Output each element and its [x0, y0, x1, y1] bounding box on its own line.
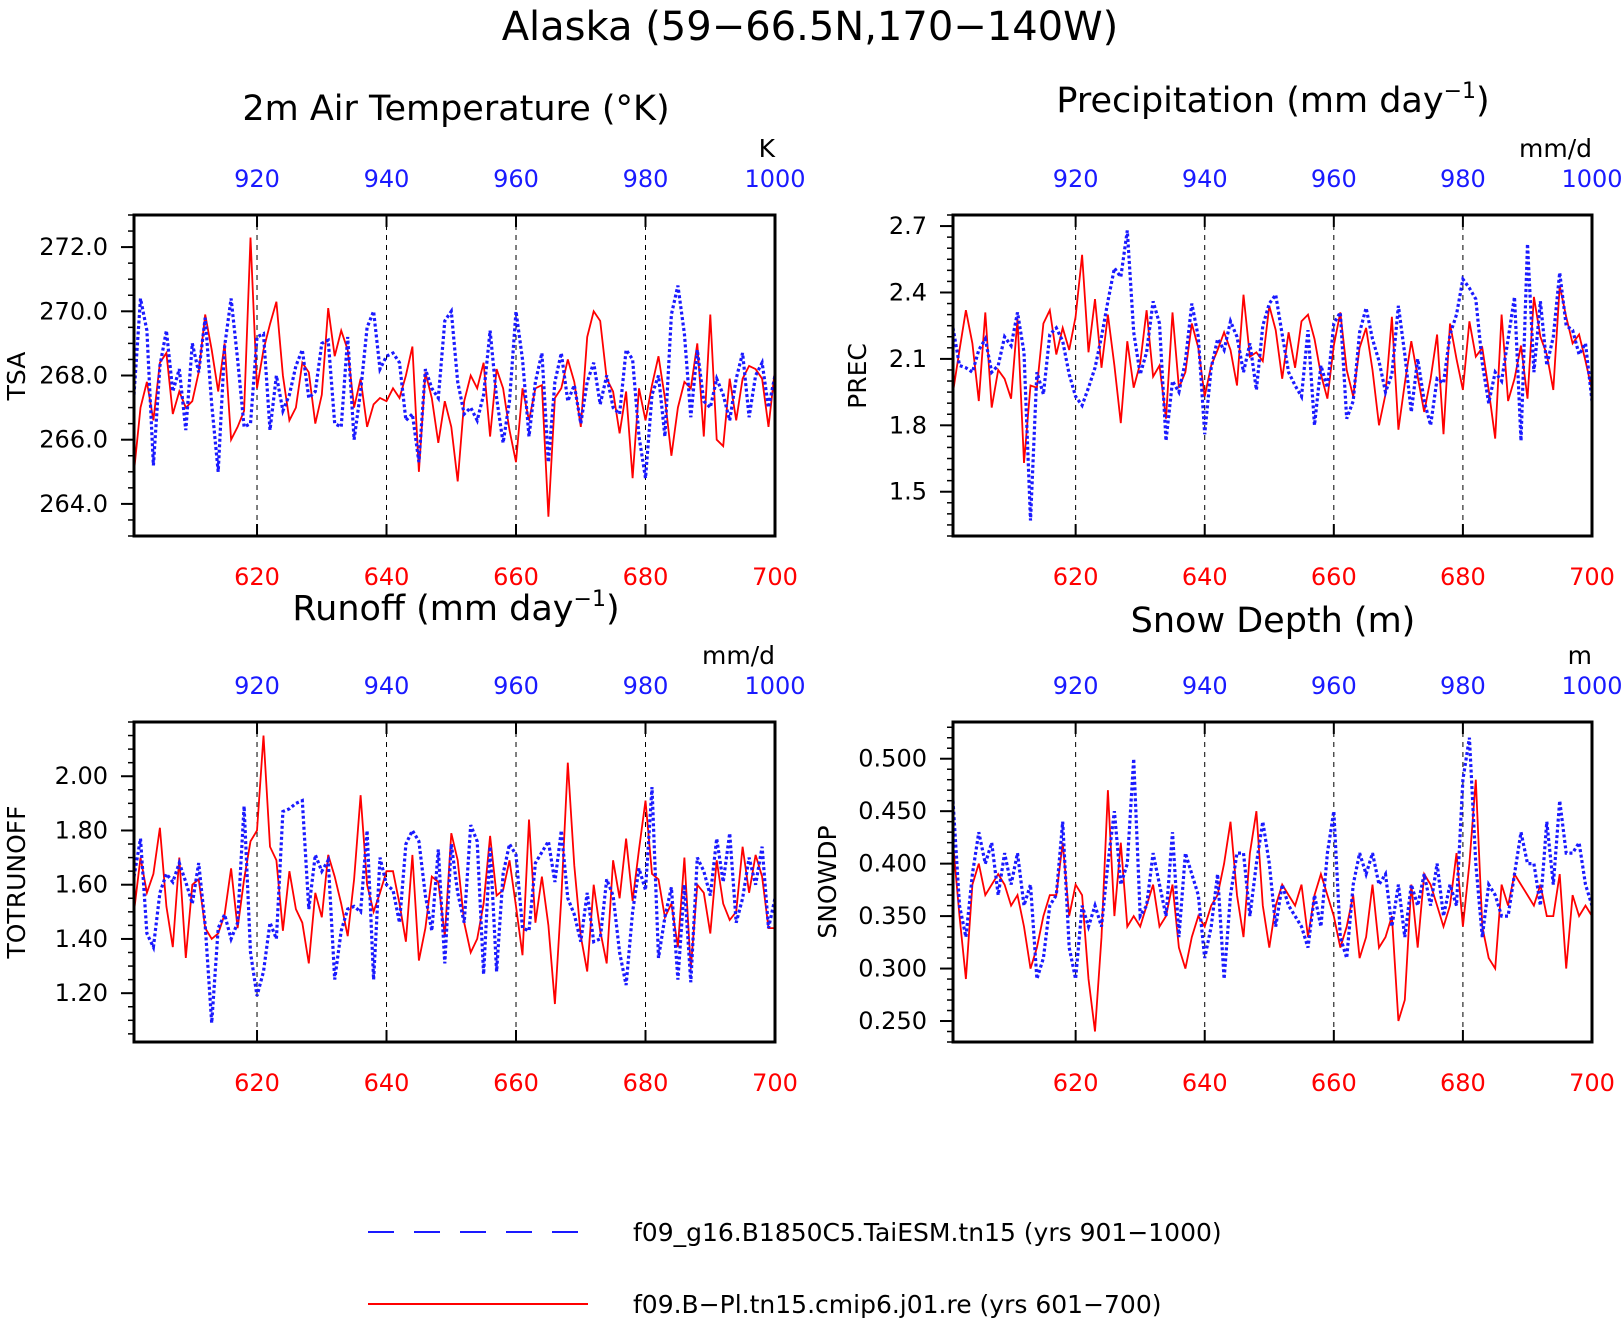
y-tick-label: 1.20 — [55, 979, 108, 1007]
x-tick-label-bottom: 660 — [493, 1069, 539, 1097]
units-label: m — [1568, 641, 1592, 670]
x-tick-label-bottom: 660 — [1311, 563, 1357, 591]
x-tick-label-top: 960 — [493, 672, 539, 700]
y-tick-label: 1.60 — [55, 871, 108, 899]
legend-label-taiesm: f09_g16.B1850C5.TaiESM.tn15 (yrs 901−100… — [633, 1218, 1222, 1247]
panel-title: Runoff (mm day−1) — [292, 587, 619, 629]
y-axis-label: SNOWDP — [813, 825, 842, 938]
y-tick-label: 2.00 — [55, 762, 108, 790]
y-axis-label: TOTRUNOFF — [2, 805, 31, 959]
x-tick-label-top: 980 — [623, 165, 669, 193]
y-tick-label: 264.0 — [39, 490, 108, 518]
x-tick-label-bottom: 660 — [493, 563, 539, 591]
x-tick-label-top: 980 — [623, 672, 669, 700]
y-axis-label: PREC — [843, 343, 872, 409]
panel-air-temperature: 2m Air Temperature (°K) K TSA 620 640 660 680 7… — [2, 89, 806, 591]
panel-title: Precipitation (mm day−1) — [1056, 79, 1489, 121]
x-tick-label-top: 980 — [1440, 165, 1486, 193]
y-axis-label: TSA — [2, 352, 31, 402]
x-tick-label-top: 980 — [1440, 672, 1486, 700]
x-tick-label-top: 940 — [1182, 165, 1228, 193]
panel-title: 2m Air Temperature (°K) — [242, 89, 669, 129]
x-tick-label-bottom: 700 — [1569, 1069, 1615, 1097]
plot-frame — [132, 720, 777, 1044]
panel-title: Snow Depth (m) — [1131, 601, 1416, 641]
series-line-taiesm — [953, 737, 1592, 980]
x-tick-label-bottom: 660 — [1311, 1069, 1357, 1097]
x-tick-label-bottom: 680 — [1440, 563, 1486, 591]
y-tick-label: 1.40 — [55, 925, 108, 953]
y-tick-label: 1.80 — [55, 816, 108, 844]
legend-label-cmip6: f09.B−Pl.tn15.cmip6.j01.re (yrs 601−700) — [633, 1290, 1162, 1319]
x-tick-label-top: 920 — [1053, 165, 1099, 193]
x-tick-label-top: 1000 — [1561, 672, 1621, 700]
y-tick-label: 0.400 — [858, 850, 927, 878]
series-line-cmip6 — [134, 237, 775, 517]
panel-runoff: Runoff (mm day−1) mm/d TOTRUNOFF 620 640 660 6… — [2, 587, 806, 1097]
x-tick-label-bottom: 620 — [234, 1069, 280, 1097]
x-tick-label-top: 960 — [1311, 672, 1357, 700]
y-tick-label: 1.5 — [889, 478, 927, 506]
x-tick-label-top: 920 — [1053, 672, 1099, 700]
x-tick-label-bottom: 680 — [623, 563, 669, 591]
x-tick-label-bottom: 700 — [1569, 563, 1615, 591]
y-tick-label: 0.450 — [858, 797, 927, 825]
plot-frame — [951, 213, 1594, 538]
x-tick-label-top: 1000 — [1561, 165, 1621, 193]
units-label: K — [759, 134, 776, 163]
y-tick-label: 2.4 — [889, 278, 927, 306]
x-tick-label-bottom: 640 — [1182, 563, 1228, 591]
x-tick-label-top: 1000 — [744, 672, 805, 700]
y-tick-label: 270.0 — [39, 297, 108, 325]
units-label: mm/d — [1519, 134, 1592, 163]
x-tick-label-top: 940 — [1182, 672, 1228, 700]
plot-frame — [132, 213, 777, 538]
plot-frame — [951, 720, 1594, 1044]
y-tick-label: 0.500 — [858, 745, 927, 773]
x-tick-label-bottom: 620 — [1053, 1069, 1099, 1097]
series-line-taiesm — [134, 285, 775, 479]
x-tick-label-bottom: 680 — [1440, 1069, 1486, 1097]
x-tick-label-top: 960 — [493, 165, 539, 193]
x-tick-label-top: 920 — [234, 672, 280, 700]
y-tick-label: 0.350 — [858, 902, 927, 930]
series-line-taiesm — [134, 786, 775, 1024]
panel-snow-depth: Snow Depth (m) m SNOWDP 620 640 660 680 700 920 9… — [813, 601, 1621, 1097]
x-tick-label-top: 940 — [364, 672, 410, 700]
series-line-cmip6 — [134, 735, 775, 1005]
x-tick-label-bottom: 620 — [234, 563, 280, 591]
y-tick-label: 0.300 — [858, 955, 927, 983]
figure-title: Alaska (59−66.5N,170−140W) — [502, 4, 1119, 50]
y-tick-label: 2.1 — [889, 345, 927, 373]
y-tick-label: 272.0 — [39, 233, 108, 261]
units-label: mm/d — [702, 641, 775, 670]
y-tick-label: 266.0 — [39, 426, 108, 454]
series-line-taiesm — [953, 230, 1592, 521]
x-tick-label-bottom: 640 — [364, 1069, 410, 1097]
x-tick-label-top: 960 — [1311, 165, 1357, 193]
y-tick-label: 2.7 — [889, 212, 927, 240]
x-tick-label-top: 940 — [364, 165, 410, 193]
x-tick-label-bottom: 640 — [364, 563, 410, 591]
panel-precipitation: Precipitation (mm day−1) mm/d PREC 620 640 66… — [843, 79, 1621, 591]
x-tick-label-bottom: 620 — [1053, 563, 1099, 591]
x-tick-label-top: 1000 — [744, 165, 805, 193]
x-tick-label-top: 920 — [234, 165, 280, 193]
y-tick-label: 1.8 — [889, 411, 927, 439]
y-tick-label: 0.250 — [858, 1007, 927, 1035]
y-tick-label: 268.0 — [39, 362, 108, 390]
x-tick-label-bottom: 680 — [623, 1069, 669, 1097]
x-tick-label-bottom: 700 — [752, 1069, 798, 1097]
x-tick-label-bottom: 640 — [1182, 1069, 1228, 1097]
x-tick-label-bottom: 700 — [752, 563, 798, 591]
series-line-cmip6 — [953, 254, 1592, 463]
legend: f09_g16.B1850C5.TaiESM.tn15 (yrs 901−100… — [368, 1218, 1222, 1319]
